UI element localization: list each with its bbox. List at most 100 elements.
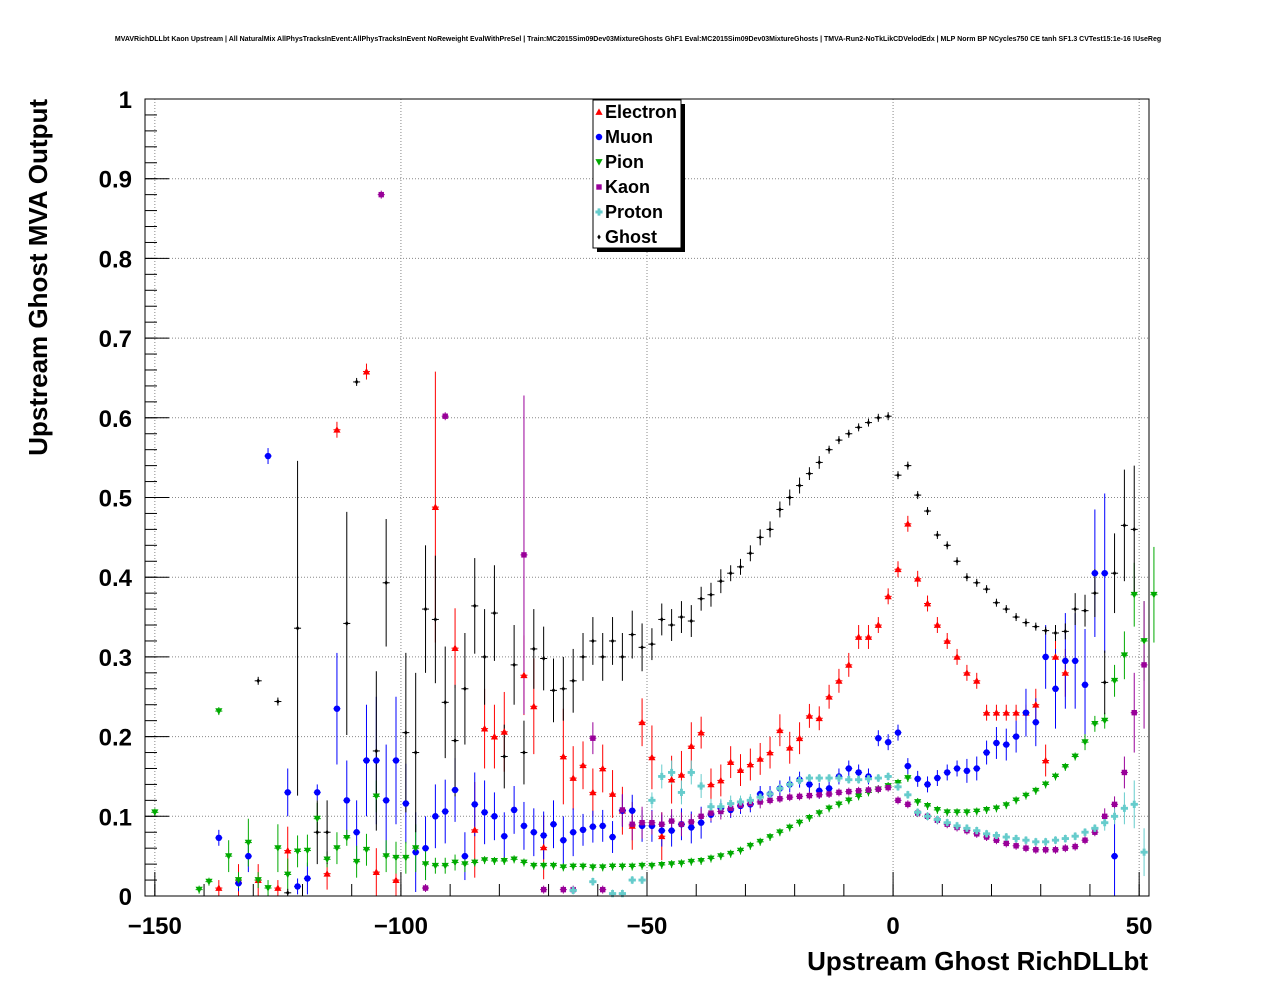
ghost-point	[404, 730, 408, 736]
ghost-point	[925, 508, 930, 514]
kaon-point	[560, 886, 567, 893]
kaon-point	[1052, 847, 1059, 853]
ghost-point	[856, 424, 861, 430]
proton-point	[855, 776, 863, 784]
pion-point	[992, 805, 1001, 812]
ghost-point	[522, 750, 526, 756]
ghost-point	[315, 829, 320, 835]
kaon-point	[1042, 847, 1049, 853]
ghost-point	[650, 641, 654, 647]
ghost-point	[591, 638, 595, 644]
electron-point	[756, 755, 764, 762]
proton-point	[805, 774, 814, 782]
proton-point	[638, 876, 646, 884]
proton-point	[835, 774, 843, 782]
muon-point	[432, 813, 439, 820]
pion-point	[343, 834, 351, 842]
muon-point	[402, 800, 410, 807]
kaon-point	[875, 786, 882, 792]
ghost-point	[600, 654, 605, 660]
ghost-point	[778, 506, 782, 512]
ghost-point	[748, 550, 753, 556]
muon-point	[1052, 685, 1059, 693]
pion-point	[205, 878, 213, 886]
pion-point	[677, 860, 686, 867]
kaon-point	[757, 799, 763, 805]
muon-point	[569, 829, 577, 836]
ghost-point	[1063, 628, 1068, 634]
ghost-point	[1004, 606, 1009, 612]
y-tick-label: 0.6	[99, 406, 132, 433]
pion-point	[323, 856, 331, 863]
muon-point	[697, 819, 705, 826]
electron-point	[323, 870, 331, 877]
pion-point	[520, 859, 528, 867]
proton-point	[618, 890, 626, 898]
electron-point	[372, 868, 380, 875]
muon-point	[304, 875, 311, 882]
y-tick-label: 0.8	[99, 246, 132, 273]
pion-point	[933, 807, 941, 814]
y-tick-label: 0.2	[99, 725, 132, 752]
ghost-point	[502, 754, 507, 760]
ghost-point	[1034, 624, 1038, 630]
proton-point	[1012, 835, 1020, 843]
ghost-point	[679, 614, 684, 620]
muon-point	[471, 801, 478, 808]
muon-point	[599, 822, 606, 830]
ghost-point	[1112, 570, 1117, 576]
ghost-point	[1024, 620, 1028, 626]
x-tick-label: −100	[374, 913, 428, 940]
pion-point	[382, 853, 390, 860]
muon-point	[875, 734, 882, 742]
muon-point	[560, 836, 567, 844]
electron-point	[815, 714, 823, 722]
ghost-point	[906, 463, 910, 469]
electron-point	[923, 599, 932, 607]
muon-point	[501, 832, 508, 840]
kaon-point	[905, 801, 911, 808]
ghost-point	[512, 662, 516, 668]
ghost-point	[423, 606, 428, 612]
electron-point	[1042, 756, 1050, 764]
y-tick-label: 0.7	[99, 326, 132, 353]
muon-point	[481, 809, 488, 816]
ghost-point	[1014, 614, 1018, 620]
proton-point	[658, 772, 666, 781]
pion-point	[608, 863, 617, 871]
kaon-point	[1121, 769, 1128, 776]
y-tick-label: 0.9	[99, 167, 132, 194]
kaon-point	[1082, 837, 1088, 843]
ghost-point	[630, 632, 634, 638]
kaon-point	[855, 788, 862, 794]
electron-point	[668, 776, 676, 783]
data-markers	[151, 191, 1158, 898]
x-tick-label: 0	[886, 913, 899, 940]
ghost-point	[1132, 526, 1136, 532]
pion-point	[1002, 802, 1010, 809]
x-tick-label: 50	[1126, 913, 1153, 940]
pion-point	[151, 809, 159, 816]
pion-point	[904, 775, 912, 782]
electron-point	[540, 843, 548, 851]
proton-point	[1110, 812, 1119, 820]
pion-point	[500, 858, 508, 865]
kaon-point	[836, 789, 842, 796]
electron-point	[766, 748, 774, 756]
pion-point	[362, 846, 371, 854]
electron-point	[392, 876, 400, 883]
proton-point	[884, 772, 892, 781]
muon-point	[245, 852, 252, 860]
pion-point	[471, 859, 479, 867]
electron-point	[579, 761, 587, 769]
electron-point	[904, 520, 912, 527]
electron-point	[805, 712, 814, 719]
pion-point	[569, 863, 577, 871]
ghost-point	[571, 678, 575, 684]
muon-point	[510, 806, 518, 814]
kaon-point	[865, 787, 872, 793]
muon-point	[441, 808, 449, 815]
pion-point	[195, 886, 203, 894]
ghost-point	[660, 616, 664, 622]
proton-point	[628, 876, 636, 884]
